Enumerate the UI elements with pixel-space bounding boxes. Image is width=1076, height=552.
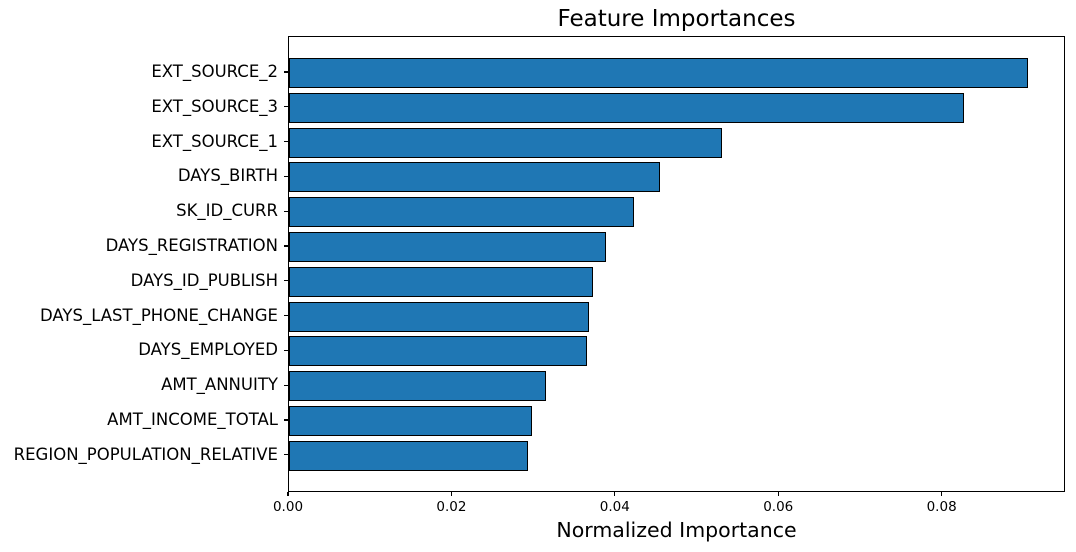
y-tick-mark: [284, 454, 288, 456]
bar-days_registration: [289, 232, 606, 262]
y-tick-mark: [284, 106, 288, 108]
y-tick-label: EXT_SOURCE_2: [151, 62, 278, 81]
bar-sk_id_curr: [289, 197, 634, 228]
bar-days_last_phone_change: [289, 301, 589, 332]
y-tick-label: DAYS_ID_PUBLISH: [130, 270, 278, 290]
y-tick-mark: [284, 315, 288, 317]
bar-amt_income_total: [289, 406, 532, 436]
y-tick-label: AMT_INCOME_TOTAL: [107, 410, 278, 429]
y-tick-mark: [284, 141, 288, 143]
x-tick-label: 0.00: [272, 499, 304, 515]
y-tick-mark: [284, 175, 288, 177]
y-tick-label: DAYS_LAST_PHONE_CHANGE: [39, 305, 278, 325]
y-tick-label: AMT_ANNUITY: [161, 375, 278, 395]
x-tick-label: 0.08: [926, 499, 957, 515]
x-tick-label: 0.04: [599, 499, 630, 515]
y-tick-label: EXT_SOURCE_1: [151, 131, 278, 151]
x-tick-mark: [450, 492, 452, 496]
bar-days_birth: [289, 162, 660, 193]
y-tick-mark: [284, 384, 288, 386]
x-tick-label: 0.06: [763, 499, 794, 515]
bar-region_population_relative: [289, 440, 528, 471]
plot-area: [288, 36, 1065, 492]
bar-ext_source_3: [289, 92, 964, 123]
y-tick-label: DAYS_EMPLOYED: [138, 340, 278, 360]
x-tick-mark: [614, 492, 616, 496]
y-tick-mark: [284, 71, 288, 73]
x-axis-label: Normalized Importance: [556, 518, 797, 542]
bar-ext_source_1: [289, 127, 722, 158]
x-tick-mark: [941, 492, 943, 496]
y-tick-label: EXT_SOURCE_3: [151, 96, 278, 116]
y-tick-mark: [284, 245, 288, 247]
x-tick-mark: [287, 492, 289, 496]
y-tick-mark: [284, 349, 288, 351]
y-tick-label: DAYS_REGISTRATION: [105, 236, 278, 255]
bar-amt_annuity: [289, 371, 547, 402]
chart-title: Feature Importances: [557, 6, 796, 32]
y-tick-mark: [284, 419, 288, 421]
bar-days_employed: [289, 336, 588, 367]
x-tick-mark: [777, 492, 779, 496]
y-tick-mark: [284, 280, 288, 282]
bar-days_id_publish: [289, 266, 593, 297]
y-tick-mark: [284, 210, 288, 212]
y-tick-label: REGION_POPULATION_RELATIVE: [13, 444, 278, 464]
bar-ext_source_2: [289, 58, 1029, 88]
x-tick-label: 0.02: [436, 499, 467, 515]
y-tick-label: DAYS_BIRTH: [177, 166, 278, 186]
y-tick-label: SK_ID_CURR: [176, 201, 278, 221]
